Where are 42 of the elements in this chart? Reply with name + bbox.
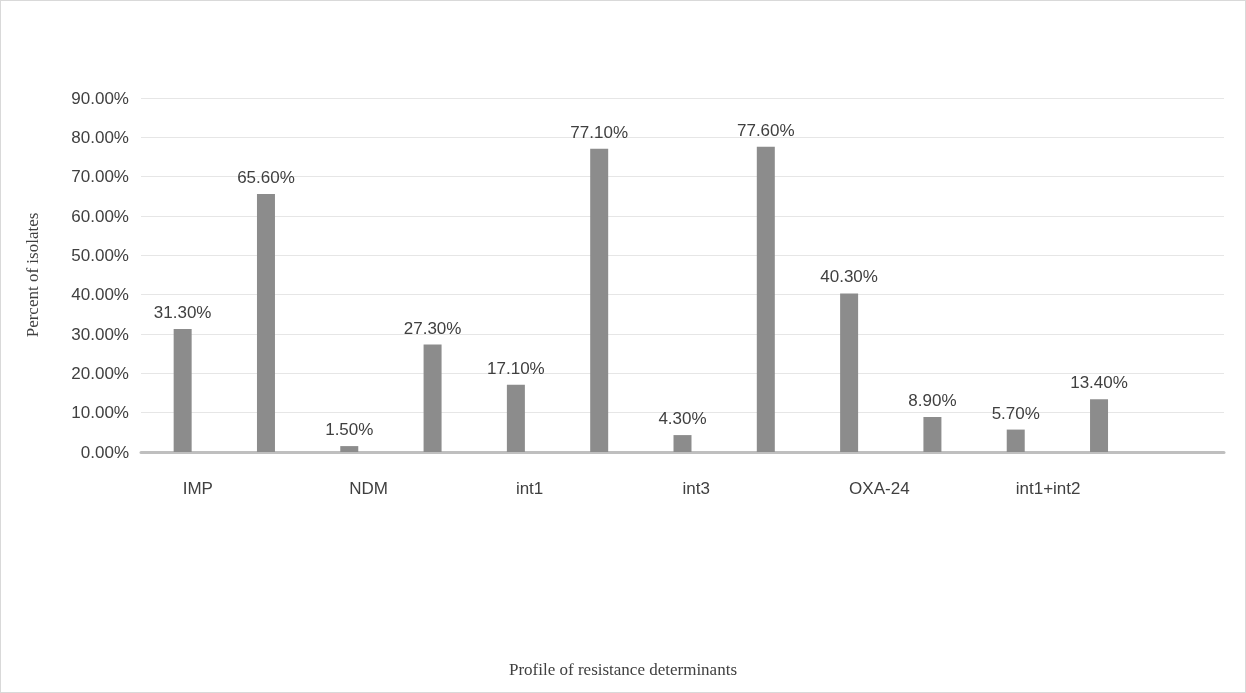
data-label: 5.70% [991,403,1040,423]
data-label: 4.30% [658,409,707,429]
data-label: 40.30% [820,267,878,287]
data-label: 65.60% [237,167,295,187]
bar [840,293,859,452]
y-tick-label: 90.00% [71,88,129,108]
data-label: 17.10% [487,358,545,378]
x-tick-label: int3 [682,479,710,498]
bar [340,446,359,452]
y-tick-label: 70.00% [71,167,129,187]
bar [756,146,775,452]
data-label: 27.30% [403,318,462,338]
x-tick-label: int1 [515,479,544,498]
bar [256,193,275,452]
data-label: 77.10% [570,122,629,142]
y-tick-label: 60.00% [71,206,129,226]
data-label: 31.30% [153,302,212,322]
x-tick-label: NDM [349,479,388,498]
data-label: 8.90% [908,390,957,410]
y-tick-label: 20.00% [71,363,129,383]
text: Profile of resistance determinants [509,660,738,679]
y-tick-label: 40.00% [71,285,129,305]
y-tick-label: 30.00% [71,324,129,344]
y-tick-label: 80.00% [71,127,129,147]
bar [673,435,692,452]
bar [923,416,942,452]
bar [1090,399,1109,452]
x-tick-label: OXA-24 [849,479,910,498]
bar [506,384,525,452]
bar [1006,429,1025,452]
data-label: 1.50% [325,420,374,440]
y-tick-label: 10.00% [71,403,129,423]
y-tick-label: 50.00% [71,245,129,265]
y-axis-title: Percent of isolates [23,212,42,338]
bar [590,148,609,452]
x-tick-label: IMP [182,479,213,498]
bar [173,328,192,452]
x-tick-label: int1+int2 [1015,479,1081,498]
data-label: 77.60% [736,120,795,140]
data-label: 13.40% [1070,373,1128,393]
y-tick-label: 0.00% [80,442,129,462]
bar [423,344,442,452]
